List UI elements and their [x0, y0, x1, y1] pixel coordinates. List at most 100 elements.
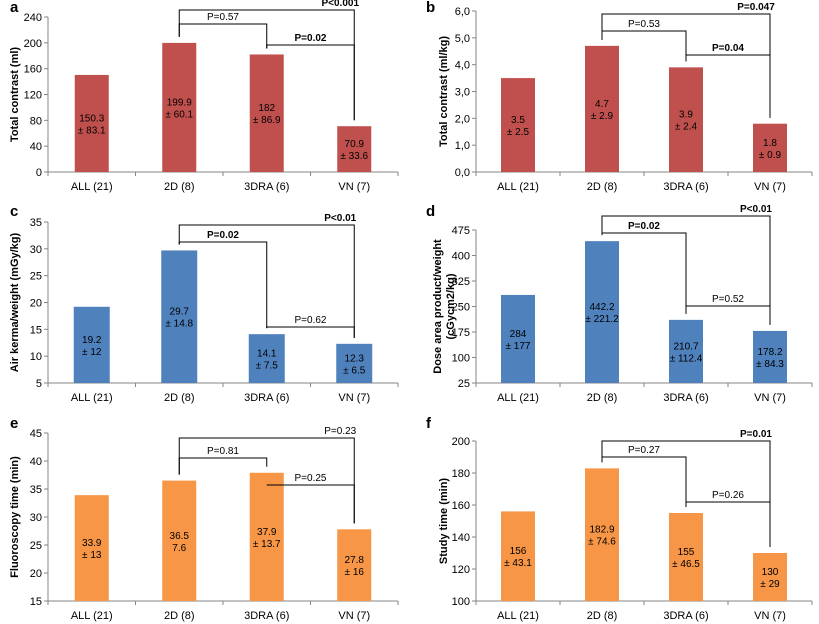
- bar-sd-label: ± 16: [345, 567, 365, 578]
- y-tick-label: 15: [30, 324, 42, 336]
- bar-sd-label: ± 2.4: [675, 122, 698, 133]
- bar-value-label: 199.9: [167, 97, 192, 108]
- y-tick-label: 120: [452, 564, 470, 576]
- significance-bracket: [178, 224, 355, 338]
- bar-sd-label: ± 6.5: [343, 365, 366, 376]
- significance-bracket: [178, 437, 355, 524]
- p-value-label: P<0.01: [324, 213, 356, 224]
- y-tick-label: 3,0: [455, 87, 470, 99]
- bar-2d: [162, 480, 197, 601]
- y-tick-label: 140: [452, 532, 470, 544]
- bar-2d: [585, 468, 619, 601]
- significance-bracket: [178, 241, 268, 329]
- panel-letter: a: [10, 0, 19, 16]
- bar-sd-label: ± 46.5: [672, 559, 700, 570]
- p-value-label: P=0.27: [628, 445, 660, 456]
- x-tick-label: 2D (8): [587, 610, 618, 622]
- bar-value-label: 36.5: [170, 531, 190, 542]
- x-tick-label: 3DRA (6): [244, 392, 289, 404]
- y-axis-label-line: Dose area product/weight: [432, 239, 444, 374]
- bar-sd-label: ± 112.4: [670, 353, 703, 364]
- p-value-label: P=0.04: [712, 43, 744, 54]
- y-tick-label: 5: [36, 378, 42, 390]
- bar-3dra: [249, 54, 284, 173]
- bar-sd-label: ± 12: [82, 347, 102, 358]
- bar-2d: [161, 250, 198, 383]
- y-tick-label: 250: [452, 302, 470, 314]
- significance-bracket: [266, 484, 355, 524]
- bar-vn: [337, 529, 372, 601]
- bar-value-label: 1.8: [763, 138, 777, 149]
- y-tick-label: 325: [452, 276, 470, 288]
- bar-value-label: 182.9: [589, 525, 614, 536]
- y-tick-label: 160: [452, 500, 470, 512]
- y-tick-label: 175: [452, 327, 470, 339]
- y-tick-label: 4,0: [455, 60, 470, 72]
- bar-all: [73, 306, 110, 383]
- significance-bracket: [601, 232, 687, 314]
- bar-vn: [336, 343, 373, 383]
- bar-sd-label: ± 83.1: [78, 125, 106, 136]
- y-tick-label: 25: [30, 540, 42, 552]
- bar-vn: [753, 330, 787, 383]
- bar-sd-label: ± 7.5: [256, 361, 279, 372]
- bar-sd-label: ± 13: [82, 550, 102, 561]
- bar-sd-label: 7.6: [172, 543, 186, 554]
- panel-letter: b: [426, 0, 435, 16]
- bar-value-label: 182: [258, 103, 275, 114]
- bar-sd-label: ± 14.8: [165, 319, 193, 330]
- p-value-label: P=0.02: [295, 33, 327, 44]
- panel-e: e Fluoroscopy time (min) 15 20 25 30 35 40 45 33.…: [9, 415, 399, 622]
- y-tick-label: 100: [452, 596, 470, 608]
- y-tick-label: 6,0: [455, 6, 470, 18]
- p-value-label: P=0.01: [740, 429, 772, 440]
- bar-sd-label: ± 221.2: [585, 314, 619, 325]
- bar-value-label: 210.7: [673, 341, 698, 352]
- y-tick-label: 40: [30, 456, 42, 468]
- y-tick-label: 200: [24, 38, 42, 50]
- bar-sd-label: ± 74.6: [588, 537, 616, 548]
- x-tick-label: 3DRA (6): [663, 392, 708, 404]
- bar-value-label: 29.7: [170, 307, 190, 318]
- x-tick-label: VN (7): [754, 392, 786, 404]
- y-axis-label: Fluoroscopy time (min): [9, 456, 21, 578]
- bar-sd-label: ± 29: [760, 579, 780, 590]
- bar-value-label: 3.9: [679, 110, 693, 121]
- y-axis-label: Study time (min): [438, 478, 450, 565]
- p-value-label: P=0.25: [295, 473, 327, 484]
- bar-value-label: 155: [678, 547, 695, 558]
- x-tick-label: ALL (21): [71, 181, 113, 193]
- y-tick-label: 45: [30, 428, 42, 440]
- panel-a: a Total contrast (ml) 0 40 80 120 160 200 240 150…: [9, 0, 399, 193]
- p-value-label: P<0.001: [321, 0, 359, 9]
- y-axis-label: Dose area product/weight(cGycm2/kg): [432, 239, 457, 374]
- bar-sd-label: ± 0.9: [759, 150, 782, 161]
- bar-value-label: 37.9: [257, 527, 277, 538]
- p-value-label: P=0.23: [324, 426, 356, 437]
- panel-c: c Air kerma/weight (mGy/kg) 5 10 15 20 25 30 35 1…: [9, 203, 399, 404]
- bar-value-label: 33.9: [82, 538, 102, 549]
- significance-bracket: [178, 9, 355, 121]
- y-tick-label: 15: [30, 596, 42, 608]
- y-tick-label: 0: [36, 167, 42, 179]
- bar-value-label: 27.8: [345, 555, 365, 566]
- significance-bracket: [178, 457, 268, 475]
- y-axis-label: Total contrast (ml/kg): [438, 36, 450, 147]
- y-tick-label: 120: [24, 90, 42, 102]
- bar-sd-label: ± 43.1: [504, 558, 532, 569]
- y-tick-label: 30: [30, 512, 42, 524]
- bar-sd-label: ± 13.7: [253, 539, 281, 550]
- bar-value-label: 178.2: [757, 347, 782, 358]
- significance-bracket: [601, 215, 771, 325]
- significance-bracket: [601, 13, 771, 118]
- significance-bracket: [685, 305, 771, 325]
- bar-value-label: 3.5: [511, 115, 525, 126]
- y-tick-label: 80: [30, 115, 42, 127]
- y-tick-label: 400: [452, 251, 470, 263]
- panel-letter: d: [426, 203, 435, 220]
- bar-all: [74, 495, 109, 601]
- y-axis-label: Air kerma/weight (mGy/kg): [9, 232, 21, 372]
- x-tick-label: VN (7): [754, 610, 786, 622]
- bar-vn: [337, 126, 372, 172]
- x-tick-label: 3DRA (6): [244, 610, 289, 622]
